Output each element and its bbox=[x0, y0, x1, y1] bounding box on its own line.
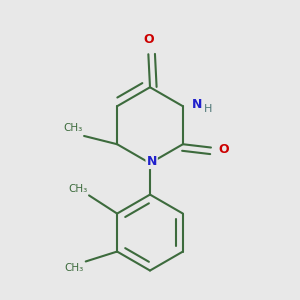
Text: N: N bbox=[146, 155, 157, 168]
Text: CH₃: CH₃ bbox=[63, 123, 82, 133]
Text: O: O bbox=[143, 33, 154, 46]
Text: O: O bbox=[218, 143, 229, 156]
Text: CH₃: CH₃ bbox=[68, 184, 87, 194]
Text: H: H bbox=[204, 104, 213, 114]
Text: CH₃: CH₃ bbox=[65, 263, 84, 273]
Text: N: N bbox=[192, 98, 202, 111]
